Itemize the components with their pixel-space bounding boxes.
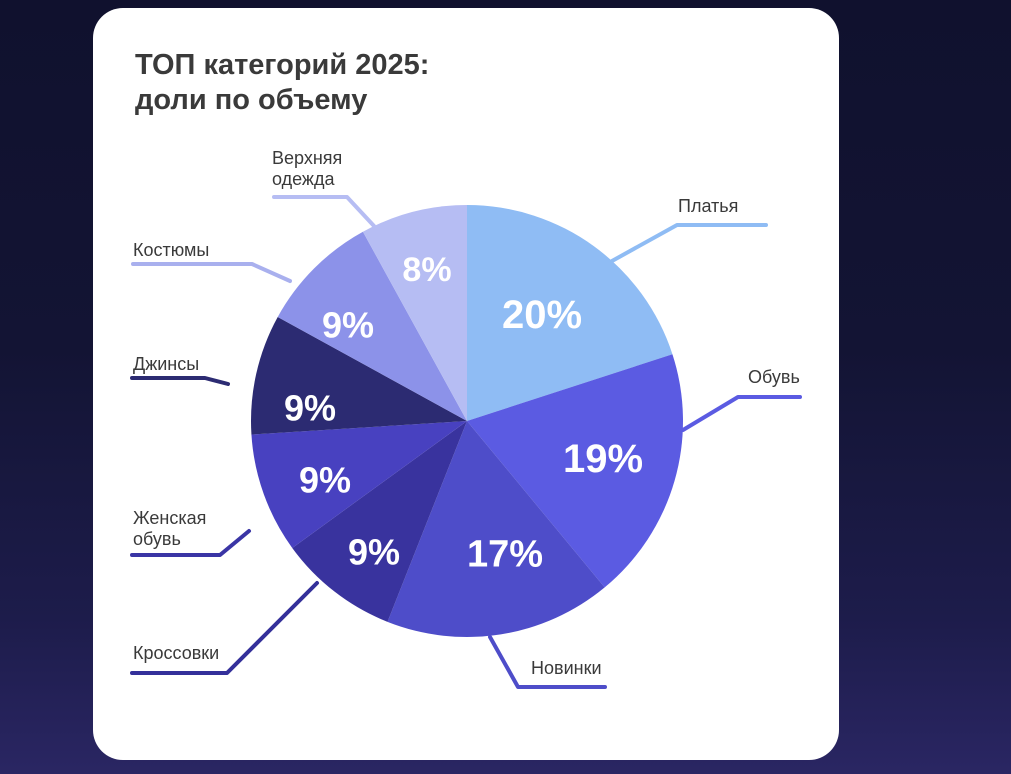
callout-line-zhenskaya-obuv	[130, 529, 251, 557]
slice-value-label-2: 19%	[563, 437, 643, 481]
category-label-platya: Платья	[678, 196, 738, 217]
pie-slice-7	[277, 231, 467, 421]
category-label-line: Верхняя	[272, 148, 343, 168]
category-label-line: Обувь	[748, 367, 800, 387]
chart-title-line1: ТОП категорий 2025:	[135, 49, 430, 81]
category-label-line: Новинки	[531, 658, 602, 678]
pie-slice-4	[292, 421, 467, 622]
slice-value-label-7: 9%	[322, 305, 374, 346]
callout-line-krossovki	[130, 581, 319, 675]
slice-value-label-8: 8%	[402, 251, 451, 289]
pie-slice-5	[251, 421, 467, 548]
category-label-line: одежда	[272, 169, 335, 189]
callout-line-obuv	[681, 395, 802, 432]
category-label-line: Женская	[133, 508, 207, 528]
category-label-obuv: Обувь	[748, 367, 800, 388]
category-label-line: Платья	[678, 196, 739, 216]
pie-slice-8	[362, 205, 467, 421]
pie-slice-6	[251, 316, 467, 435]
category-label-novinki: Новинки	[531, 658, 602, 679]
slice-value-label-3: 17%	[467, 533, 543, 575]
category-label-line: Костюмы	[133, 240, 210, 260]
slice-value-label-4: 9%	[348, 532, 400, 573]
category-label-kostyumy: Костюмы	[133, 240, 209, 261]
category-label-line: Джинсы	[133, 354, 200, 374]
pie-slice-3	[387, 421, 605, 637]
category-label-line: Кроссовки	[133, 643, 220, 663]
chart-title-line2: доли по объему	[135, 84, 368, 116]
callout-line-dzhinsy	[130, 376, 230, 386]
slice-value-label-6: 9%	[284, 388, 336, 429]
callout-line-kostyumy	[131, 262, 292, 283]
slice-value-label-1: 20%	[502, 293, 582, 337]
category-label-dzhinsy: Джинсы	[133, 354, 199, 375]
pie-slice-2	[467, 354, 684, 588]
pie-slice-1	[467, 205, 673, 421]
category-label-verhnyaya-odezhda: Верхняя одежда	[272, 148, 342, 190]
callout-line-verhnyaya-odezhda	[272, 195, 376, 228]
category-label-krossovki: Кроссовки	[133, 643, 219, 664]
category-label-zhenskaya-obuv: Женская обувь	[133, 508, 206, 550]
callout-line-novinki	[488, 635, 607, 689]
chart-title: ТОП категорий 2025: доли по объему	[135, 48, 429, 118]
callout-line-platya	[610, 223, 768, 263]
category-label-line: обувь	[133, 529, 181, 549]
slice-value-label-5: 9%	[299, 460, 351, 501]
